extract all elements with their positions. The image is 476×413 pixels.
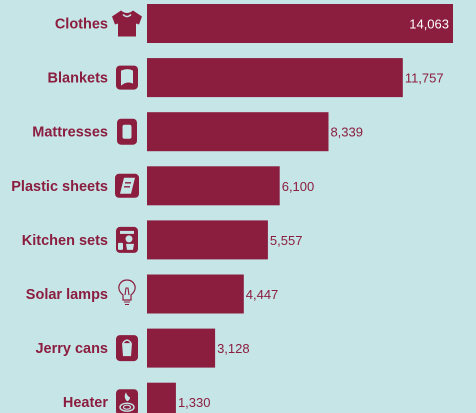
value-label-mattresses: 8,339	[330, 125, 363, 140]
value-label-plastic-sheets: 6,100	[282, 179, 315, 194]
plastic-sheet-icon	[115, 173, 139, 198]
value-label-jerry-cans: 3,128	[217, 341, 250, 356]
jerry-can-icon	[116, 335, 138, 362]
blanket-icon	[116, 65, 138, 90]
bar-rows: Clothes 14,063 Blankets 11,757 Mattresses 8,3…	[11, 4, 453, 413]
category-label-plastic-sheets: Plastic sheets	[11, 179, 108, 195]
bar-clothes	[147, 4, 453, 43]
bar-row-plastic-sheets: Plastic sheets 6,100	[11, 166, 315, 206]
bar-row-heater: Heater 1,330	[63, 382, 211, 413]
bar-kitchen-sets	[147, 220, 268, 260]
heater-icon	[116, 389, 138, 413]
category-label-clothes: Clothes	[55, 17, 108, 33]
category-label-heater: Heater	[63, 395, 108, 411]
kitchen-set-icon	[116, 226, 138, 253]
mattress-icon	[117, 118, 137, 145]
category-label-jerry-cans: Jerry cans	[35, 341, 108, 357]
category-label-kitchen-sets: Kitchen sets	[22, 233, 108, 249]
bar-row-solar-lamps: Solar lamps 4,447	[26, 274, 279, 314]
bar-row-clothes: Clothes 14,063	[55, 4, 453, 43]
solar-lamp-icon	[118, 279, 136, 306]
bar-plastic-sheets	[147, 166, 280, 206]
value-label-heater: 1,330	[178, 395, 211, 410]
bar-row-kitchen-sets: Kitchen sets 5,557	[22, 220, 303, 260]
bar-jerry-cans	[147, 328, 216, 368]
bar-row-jerry-cans: Jerry cans 3,128	[35, 328, 250, 368]
bar-row-mattresses: Mattresses 8,339	[32, 112, 363, 152]
category-label-mattresses: Mattresses	[32, 125, 108, 141]
t-shirt-icon	[112, 10, 142, 37]
bar-solar-lamps	[147, 274, 244, 314]
category-label-blankets: Blankets	[48, 71, 108, 87]
bar-heater	[147, 382, 176, 413]
value-label-clothes: 14,063	[409, 17, 449, 32]
bar-row-blankets: Blankets 11,757	[48, 58, 444, 98]
value-label-solar-lamps: 4,447	[246, 287, 279, 302]
value-label-blankets: 11,757	[405, 71, 444, 86]
bar-mattresses	[147, 112, 329, 152]
category-label-solar-lamps: Solar lamps	[26, 287, 108, 303]
bar-blankets	[147, 58, 403, 98]
value-label-kitchen-sets: 5,557	[270, 233, 303, 248]
